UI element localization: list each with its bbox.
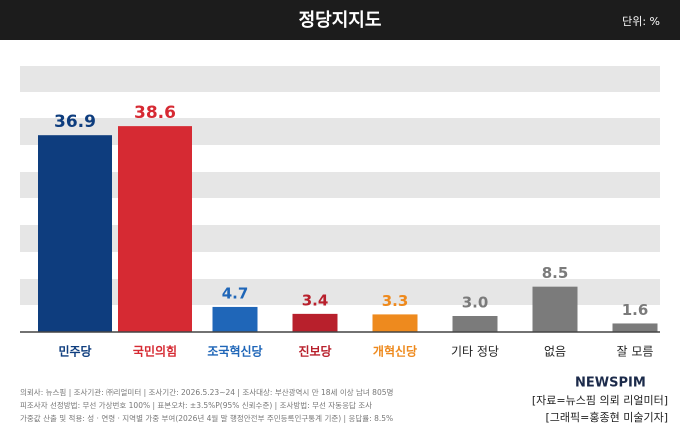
stripe [20, 172, 660, 198]
footnote: 의뢰사: 뉴스핌 | 조사기관: ㈜리얼미터 | 조사기간: 2026.5.23… [20, 387, 393, 397]
x-tick-label: 진보당 [298, 344, 331, 359]
x-tick-label: 없음 [544, 345, 566, 359]
stripe [20, 225, 660, 252]
x-tick-label: 개혁신당 [373, 344, 417, 359]
value-label: 1.6 [622, 301, 649, 319]
value-label: 36.9 [54, 112, 96, 132]
chart-title: 정당지지도 [299, 10, 382, 31]
bar [612, 323, 658, 332]
value-label: 8.5 [542, 264, 569, 282]
stripe [20, 66, 660, 92]
bar [118, 126, 192, 332]
bar [532, 286, 578, 332]
value-label: 38.6 [134, 103, 176, 123]
bar [292, 313, 338, 332]
value-label: 3.0 [462, 294, 489, 312]
footnote: 피조사자 선정방법: 무선 가상번호 100% | 표본오차: ±3.5%P(9… [20, 400, 372, 410]
bar [372, 314, 418, 332]
x-tick-label: 조국혁신당 [207, 344, 262, 359]
source-line: [그래픽=홍종현 미술기자] [546, 410, 669, 424]
stripe [20, 118, 660, 145]
footnote: 가중값 산출 및 적용: 성 · 연령 · 지역별 가중 부여(2026년 4월… [20, 413, 393, 423]
bar [452, 316, 498, 332]
x-tick-label: 잘 모름 [617, 345, 654, 359]
unit-label: 단위: % [622, 15, 660, 28]
source-logo: NEWSPIM [575, 376, 646, 391]
x-tick-label: 국민의힘 [133, 344, 177, 359]
value-label: 4.7 [222, 284, 249, 302]
x-tick-label: 민주당 [58, 344, 91, 359]
source-line: [자료=뉴스핌 의뢰 리얼미터] [532, 393, 668, 407]
title-bar [0, 0, 680, 40]
value-label: 3.3 [382, 292, 409, 310]
bar [212, 306, 258, 332]
bar [38, 135, 112, 332]
x-tick-label: 기타 정당 [451, 345, 499, 359]
value-label: 3.4 [302, 291, 329, 309]
